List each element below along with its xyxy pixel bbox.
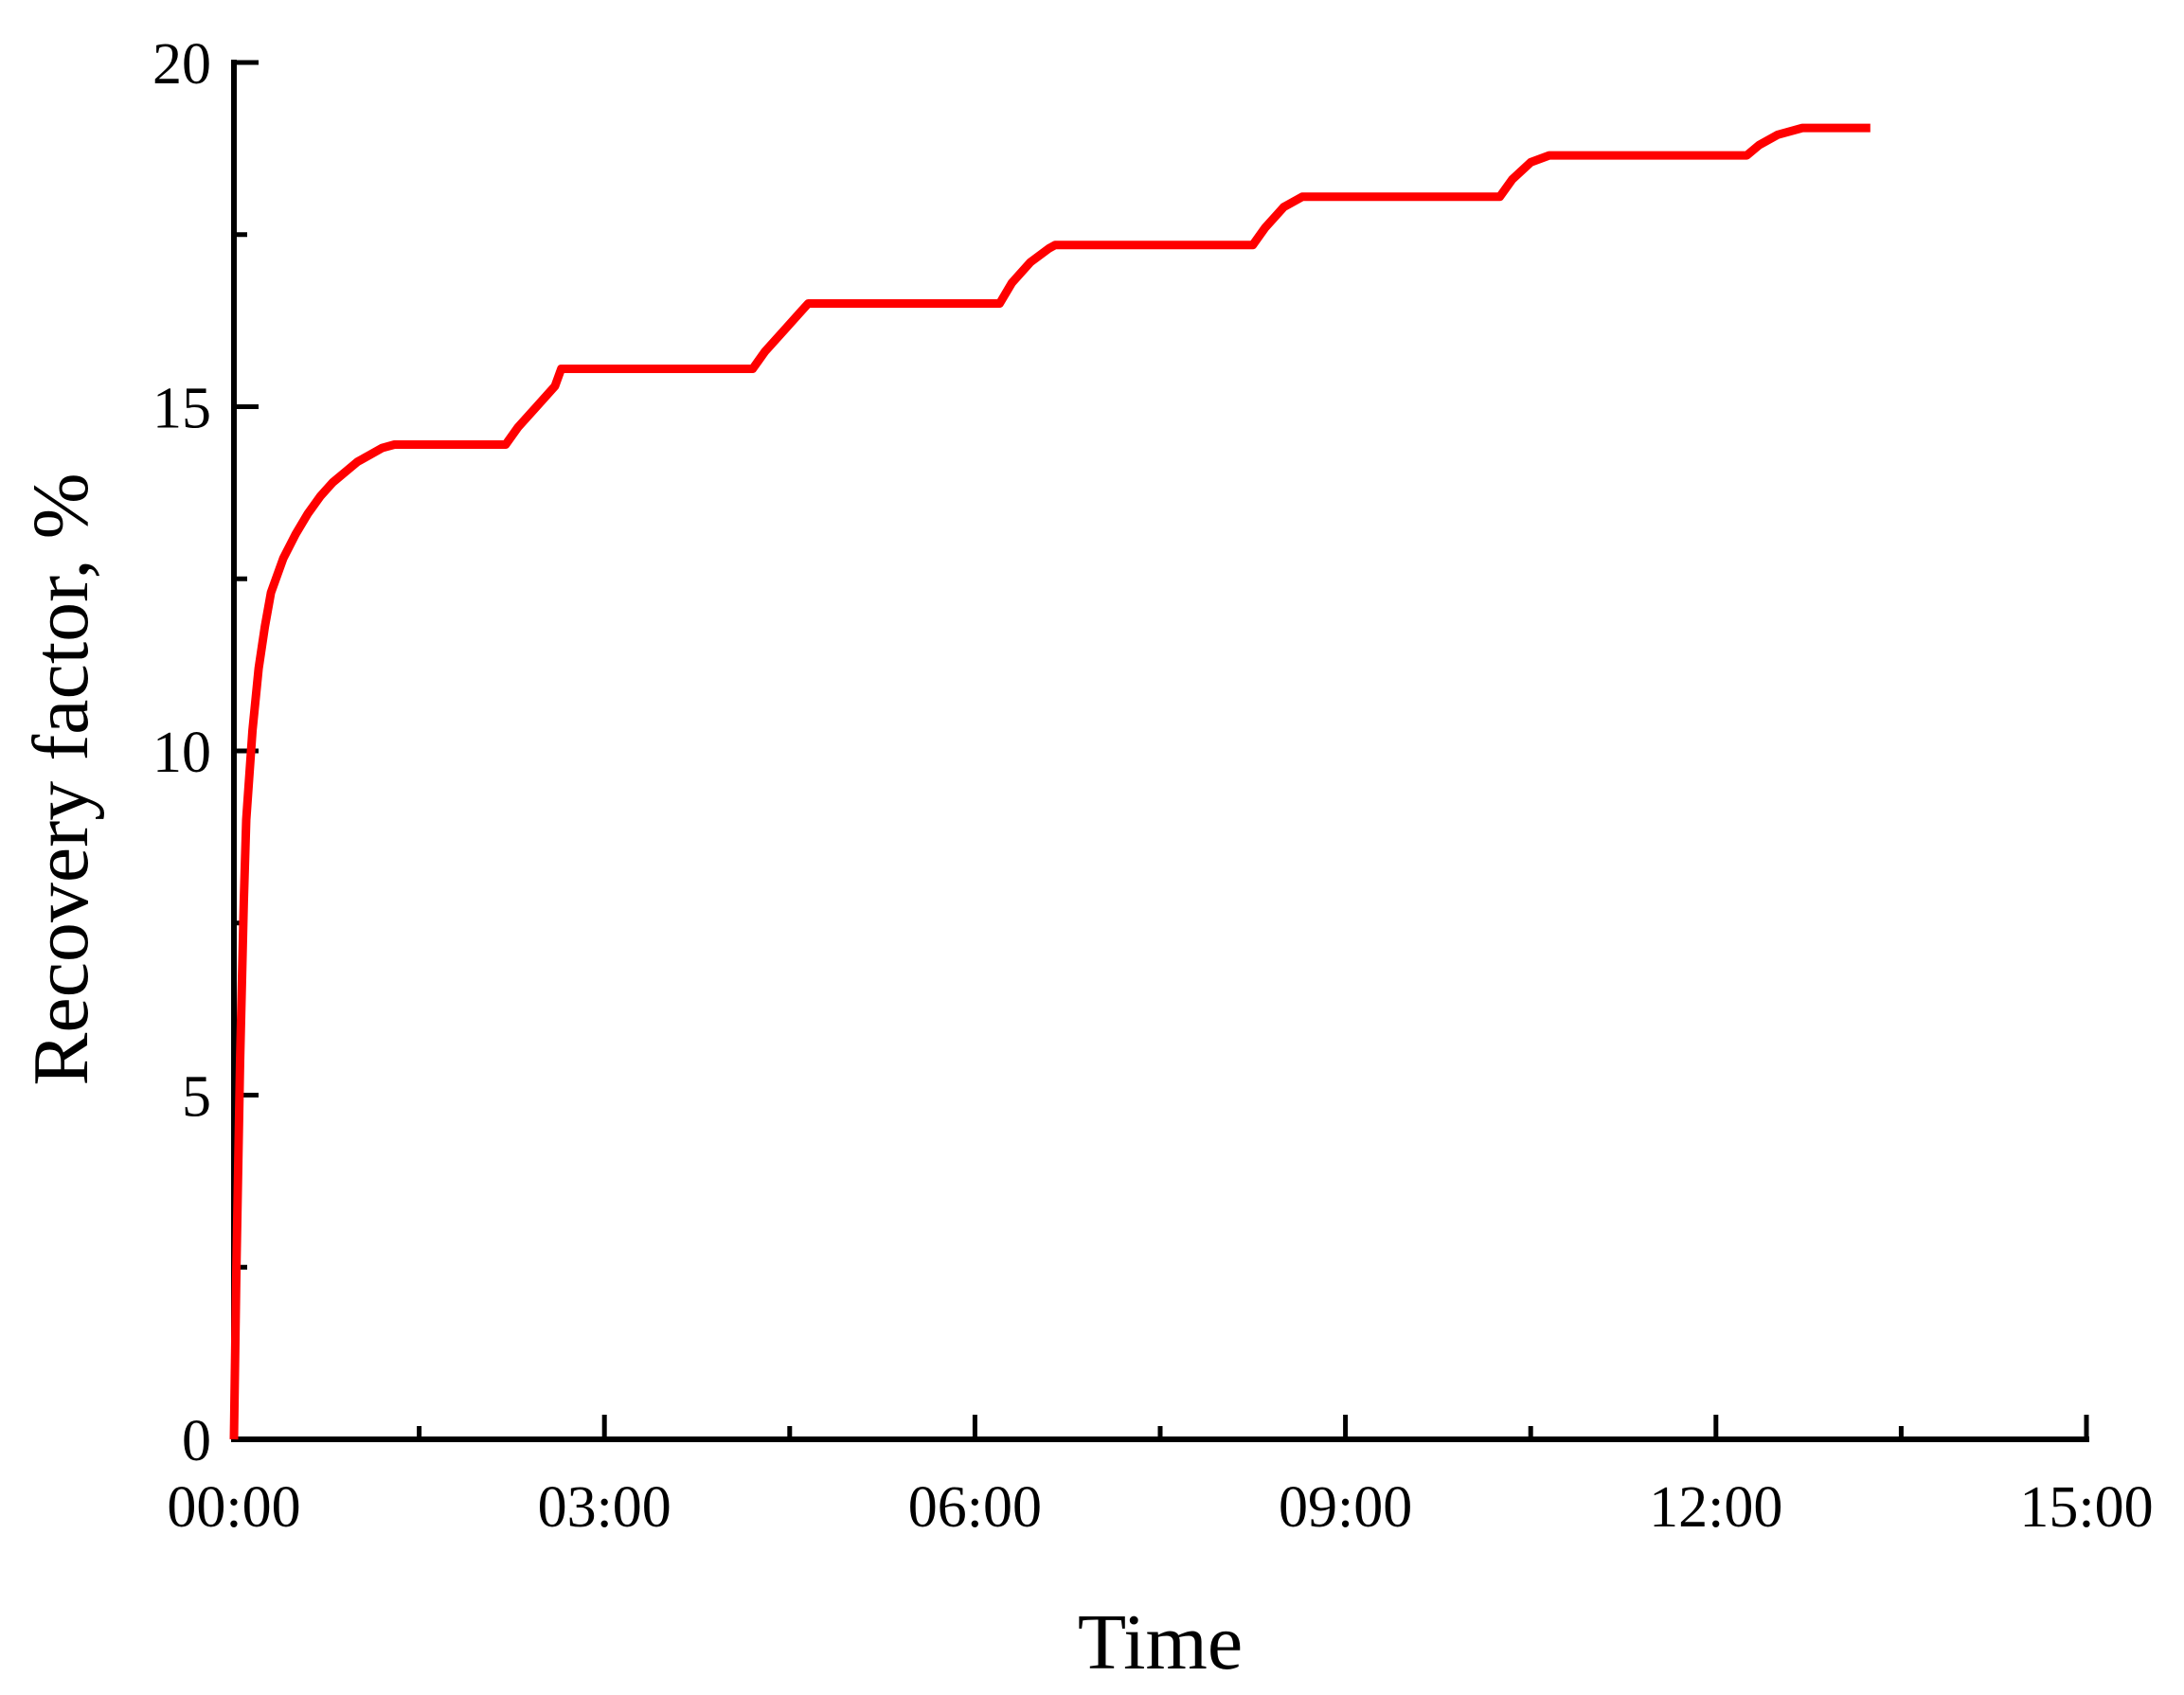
x-tick-label: 06:00 <box>908 1475 1042 1540</box>
x-tick-label: 00:00 <box>167 1475 300 1540</box>
y-tick-label: 15 <box>152 377 211 441</box>
x-ticks <box>231 1415 2089 1439</box>
series-layer <box>229 123 1871 1440</box>
x-tick-label: 12:00 <box>1649 1475 1782 1540</box>
axes <box>231 60 2089 1442</box>
y-tick-label: 20 <box>152 32 211 97</box>
y-axis-title: Recovery factor, % <box>17 473 105 1085</box>
y-tick-label: 5 <box>182 1065 211 1130</box>
x-tick-label: 09:00 <box>1279 1475 1412 1540</box>
y-tick-labels: 0 5 10 15 20 <box>152 32 211 1473</box>
series-line-0 <box>229 123 1871 1440</box>
x-axis-title: Time <box>1078 1598 1243 1686</box>
x-tick-label: 15:00 <box>2019 1475 2153 1540</box>
x-tick-label: 03:00 <box>538 1475 671 1540</box>
y-tick-label: 0 <box>182 1409 211 1473</box>
y-tick-label: 10 <box>152 721 211 785</box>
x-tick-labels: 00:00 03:00 06:00 09:00 12:00 15:00 <box>167 1475 2153 1540</box>
